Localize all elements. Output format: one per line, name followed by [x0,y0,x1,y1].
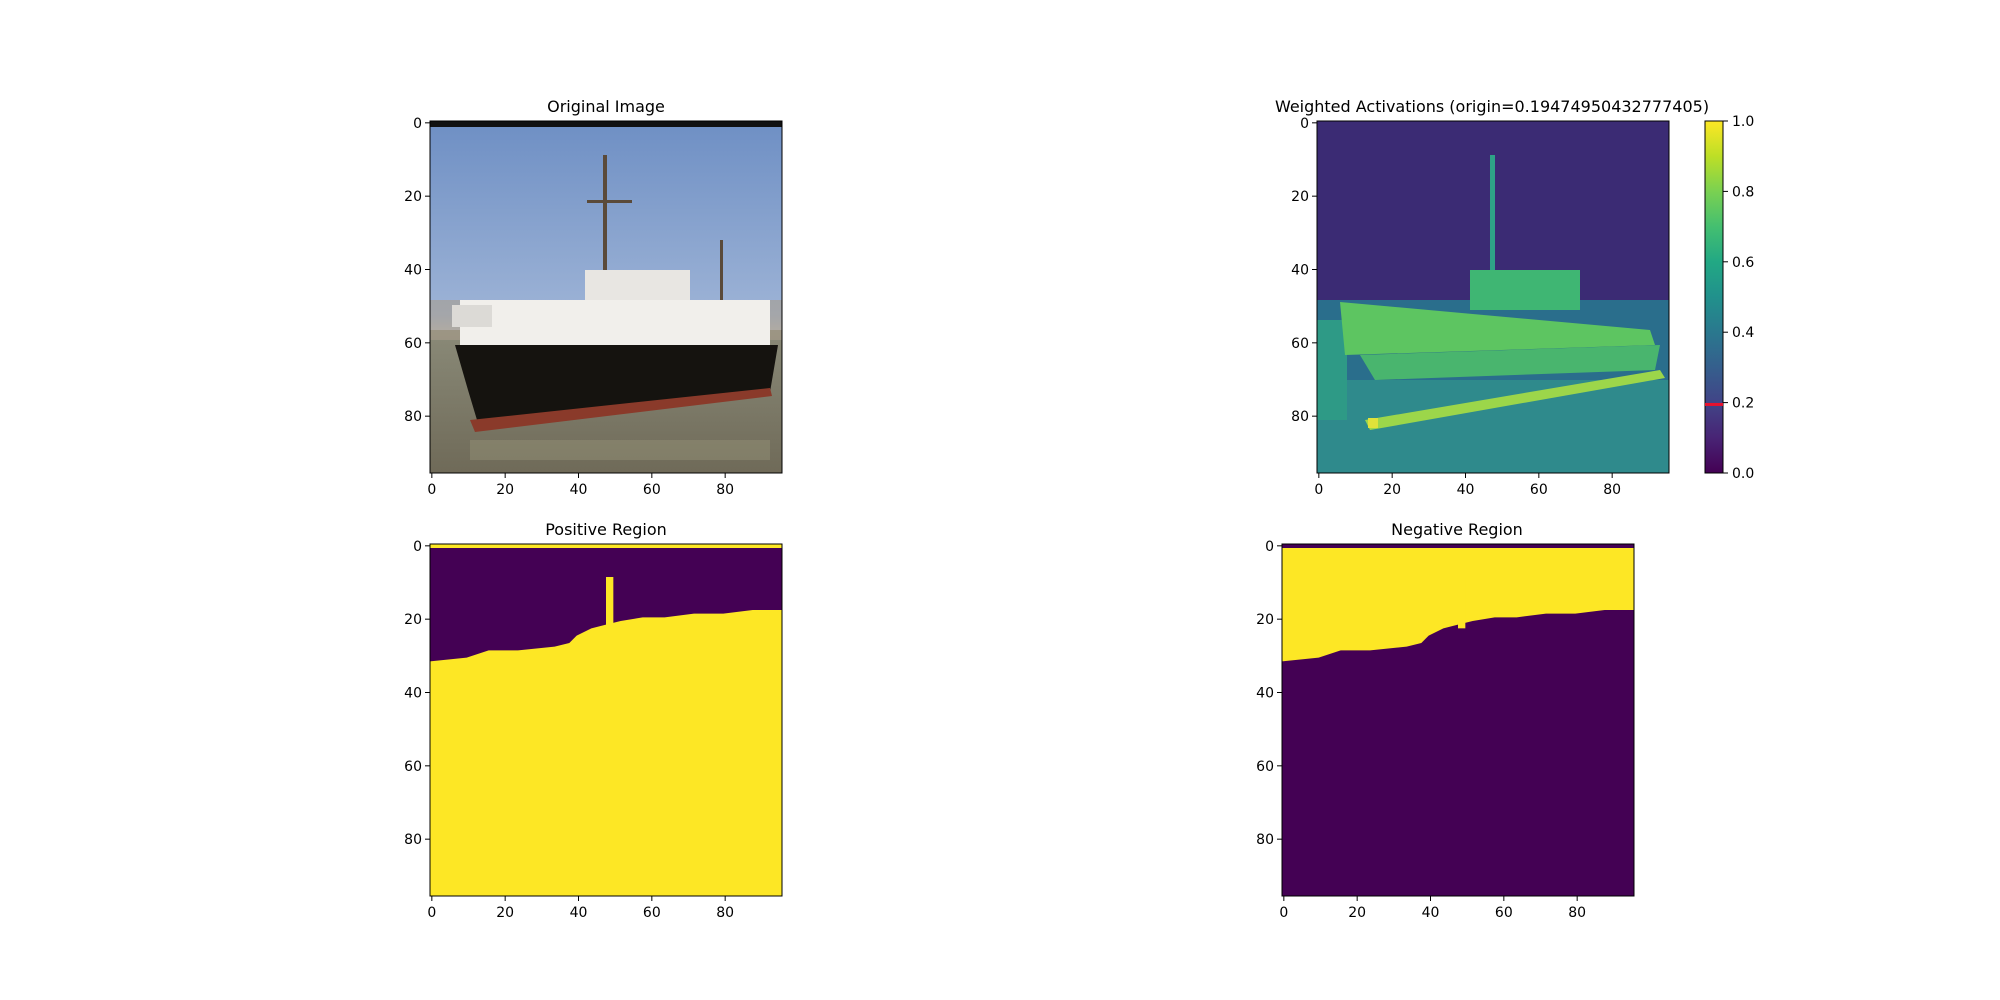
colorbar: 0.0 0.2 0.4 0.6 0.8 1.0 [1704,114,1754,482]
x-tick-label: 20 [496,905,514,921]
y-tick-label: 80 [404,409,422,425]
chart-title: Negative Region [1391,520,1523,539]
y-tick-label: 0 [1265,539,1274,555]
colorbar-tick-label: 0.4 [1732,325,1754,341]
x-tick-label: 20 [1383,482,1401,498]
y-tick-label: 60 [404,759,422,775]
panel-negative-region: Negative Region 0 20 40 60 80 0 20 40 60 80 [1256,520,1635,921]
colorbar-tick-label: 1.0 [1732,114,1754,130]
x-tick-label: 80 [1568,905,1586,921]
panel-positive-region: Positive Region 0 20 40 60 80 0 20 40 60 80 [404,520,783,921]
y-tick-label: 40 [1256,686,1274,702]
x-tick-label: 60 [1495,905,1513,921]
colorbar-tick-label: 0.6 [1732,255,1754,271]
y-tick-label: 80 [404,832,422,848]
panel-original-image: Original Image 0 20 40 60 80 0 20 40 60 80 [404,97,783,498]
y-tick-label: 60 [404,336,422,352]
x-tick-label: 80 [716,905,734,921]
axis-ticks: 0 20 40 60 80 0 20 40 60 80 [404,539,734,921]
axis-ticks: 0 20 40 60 80 0 20 40 60 80 [404,116,734,498]
x-tick-label: 20 [496,482,514,498]
y-tick-label: 60 [1256,759,1274,775]
ship-photo [430,121,782,473]
y-tick-label: 0 [1300,116,1309,132]
x-tick-label: 0 [1314,482,1323,498]
x-tick-label: 40 [1422,905,1440,921]
colorbar-tick-label: 0.8 [1732,184,1754,200]
x-tick-label: 60 [643,905,661,921]
y-tick-label: 20 [1256,612,1274,628]
mast-spike [1458,577,1466,629]
colorbar-tick-label: 0.0 [1732,466,1754,482]
chart-title: Weighted Activations (origin=0.194749504… [1275,97,1709,116]
x-tick-label: 40 [570,482,588,498]
y-tick-label: 60 [1291,336,1309,352]
x-tick-label: 0 [427,905,436,921]
top-row-strip [430,544,782,548]
mast-spike [606,577,614,629]
y-tick-label: 20 [404,189,422,205]
y-tick-label: 0 [413,116,422,132]
chart-title: Original Image [547,97,665,116]
x-tick-label: 80 [1603,482,1621,498]
panel-weighted-activations: Weighted Activations (origin=0.194749504… [1275,97,1754,498]
origin-marker [1705,402,1723,406]
region-mask [430,610,782,896]
y-tick-label: 40 [1291,263,1309,279]
activation-heatmap [1317,121,1669,473]
region-mask [1282,610,1634,896]
x-tick-label: 60 [643,482,661,498]
x-tick-label: 0 [427,482,436,498]
y-tick-label: 40 [404,686,422,702]
y-tick-label: 80 [1256,832,1274,848]
colorbar-tick-label: 0.2 [1732,396,1754,412]
x-tick-label: 40 [570,905,588,921]
y-tick-label: 80 [1291,409,1309,425]
top-row-strip [1282,544,1634,548]
x-tick-label: 60 [1530,482,1548,498]
x-tick-label: 20 [1348,905,1366,921]
x-tick-label: 0 [1279,905,1288,921]
colorbar-ticks: 0.0 0.2 0.4 0.6 0.8 1.0 [1723,114,1754,482]
axis-ticks: 0 20 40 60 80 0 20 40 60 80 [1256,539,1586,921]
axis-ticks: 0 20 40 60 80 0 20 40 60 80 [1291,116,1621,498]
chart-title: Positive Region [545,520,667,539]
y-tick-label: 20 [404,612,422,628]
y-tick-label: 0 [413,539,422,555]
y-tick-label: 40 [404,263,422,279]
x-tick-label: 80 [716,482,734,498]
x-tick-label: 40 [1457,482,1475,498]
y-tick-label: 20 [1291,189,1309,205]
